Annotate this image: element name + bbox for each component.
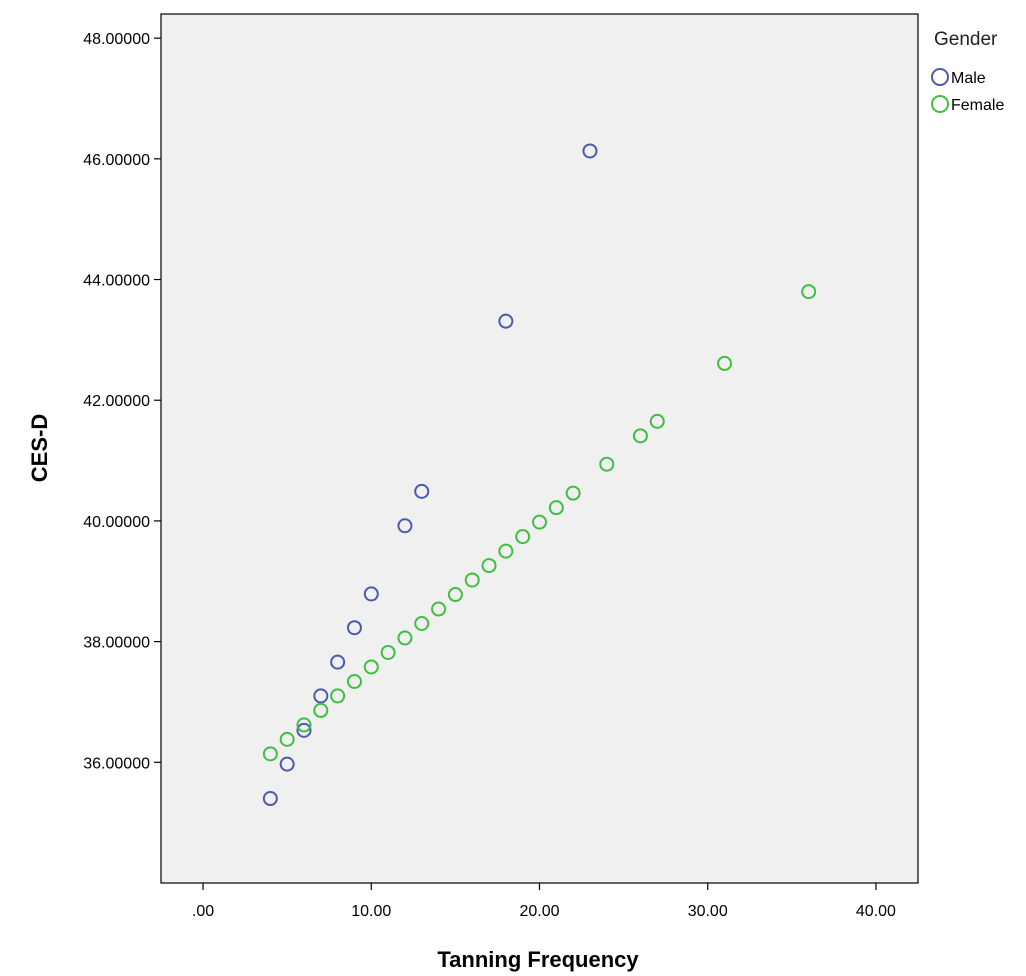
series-male xyxy=(262,143,598,807)
y-axis-title: CES-D xyxy=(27,414,52,482)
data-point-male xyxy=(262,791,278,807)
data-point-female xyxy=(313,702,329,718)
y-tick-label: 44.00000 xyxy=(83,273,150,290)
legend-label-male: Male xyxy=(951,70,986,87)
data-point-male xyxy=(279,756,295,772)
data-point-male xyxy=(397,518,413,534)
data-point-female xyxy=(447,587,463,603)
data-point-female xyxy=(262,746,278,762)
data-point-male xyxy=(296,722,312,738)
y-tick-label: 42.00000 xyxy=(83,393,150,410)
data-point-female xyxy=(397,630,413,646)
y-axis: 36.00000 38.00000 40.00000 42.00000 44.00000… xyxy=(83,31,161,772)
data-point-female xyxy=(363,659,379,675)
plot-area xyxy=(160,13,919,884)
data-point-female xyxy=(330,688,346,704)
data-point-female xyxy=(632,428,648,444)
legend-marker-male xyxy=(931,68,949,86)
data-point-female xyxy=(414,616,430,632)
x-tick-label: 10.00 xyxy=(351,903,391,920)
data-points xyxy=(262,143,817,807)
series-female xyxy=(262,284,817,762)
data-point-female xyxy=(565,485,581,501)
data-point-female xyxy=(548,500,564,516)
y-tick-label: 40.00000 xyxy=(83,514,150,531)
data-point-male xyxy=(313,688,329,704)
data-point-female xyxy=(498,543,514,559)
legend: Gender Male Female xyxy=(931,29,1004,114)
legend-label-female: Female xyxy=(951,97,1004,114)
data-point-female xyxy=(296,717,312,733)
y-tick-label: 46.00000 xyxy=(83,152,150,169)
x-tick-label: .00 xyxy=(192,903,214,920)
y-tick-label: 38.00000 xyxy=(83,635,150,652)
x-tick-label: 40.00 xyxy=(856,903,896,920)
data-point-female xyxy=(279,731,295,747)
y-tick-label: 48.00000 xyxy=(83,31,150,48)
x-axis: .00 10.00 20.00 30.00 40.00 xyxy=(192,883,896,920)
data-point-male xyxy=(414,483,430,499)
x-tick-label: 20.00 xyxy=(519,903,559,920)
data-point-female xyxy=(346,673,362,689)
data-point-female xyxy=(464,572,480,588)
x-tick-label: 30.00 xyxy=(688,903,728,920)
data-point-male xyxy=(582,143,598,159)
data-point-female xyxy=(515,529,531,545)
legend-marker-female xyxy=(931,95,949,113)
data-point-male xyxy=(346,620,362,636)
legend-title: Gender xyxy=(934,29,998,50)
data-point-female xyxy=(431,601,447,617)
data-point-male xyxy=(363,586,379,602)
data-point-male xyxy=(330,654,346,670)
data-point-female xyxy=(801,284,817,300)
y-tick-label: 36.00000 xyxy=(83,755,150,772)
data-point-female xyxy=(717,355,733,371)
data-point-male xyxy=(498,313,514,329)
data-point-female xyxy=(481,558,497,574)
data-point-female xyxy=(532,514,547,530)
data-point-female xyxy=(599,456,615,472)
x-axis-title: Tanning Frequency xyxy=(437,947,639,972)
data-point-female xyxy=(380,644,396,660)
data-point-female xyxy=(649,413,665,429)
